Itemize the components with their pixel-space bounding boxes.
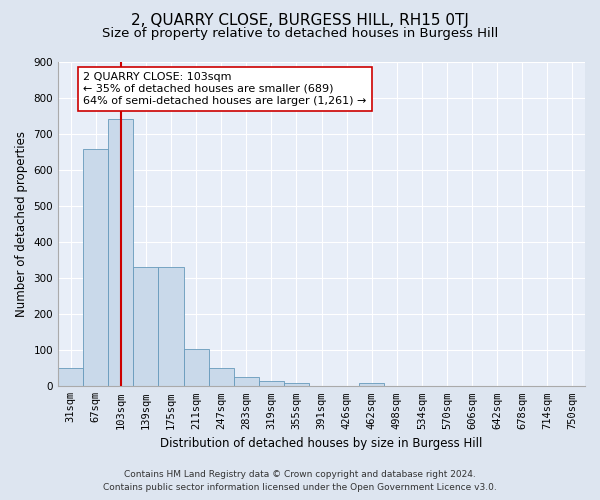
Text: Size of property relative to detached houses in Burgess Hill: Size of property relative to detached ho…	[102, 28, 498, 40]
Bar	[158, 267, 184, 386]
Bar	[184, 349, 209, 387]
Bar	[209, 368, 233, 386]
Y-axis label: Number of detached properties: Number of detached properties	[15, 131, 28, 317]
Bar	[359, 384, 384, 386]
Bar	[58, 368, 83, 386]
Text: 2, QUARRY CLOSE, BURGESS HILL, RH15 0TJ: 2, QUARRY CLOSE, BURGESS HILL, RH15 0TJ	[131, 12, 469, 28]
Text: Contains HM Land Registry data © Crown copyright and database right 2024.
Contai: Contains HM Land Registry data © Crown c…	[103, 470, 497, 492]
Bar	[108, 119, 133, 386]
X-axis label: Distribution of detached houses by size in Burgess Hill: Distribution of detached houses by size …	[160, 437, 483, 450]
Bar	[259, 381, 284, 386]
Bar	[133, 267, 158, 386]
Text: 2 QUARRY CLOSE: 103sqm
← 35% of detached houses are smaller (689)
64% of semi-de: 2 QUARRY CLOSE: 103sqm ← 35% of detached…	[83, 72, 367, 106]
Bar	[83, 149, 108, 386]
Bar	[284, 382, 309, 386]
Bar	[233, 378, 259, 386]
